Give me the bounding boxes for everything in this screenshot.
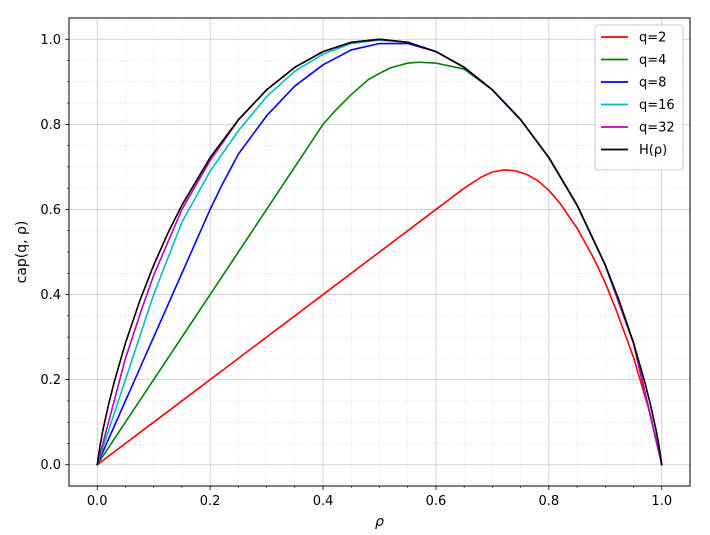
legend-label-4: q=32: [639, 121, 675, 136]
legend: q=2 q=4 q=8 q=16 q=32 H(ρ): [594, 24, 684, 171]
legend-label-3: q=16: [639, 98, 675, 113]
x-tick-label: 0.6: [426, 494, 447, 509]
legend-label-1: q=4: [639, 53, 666, 68]
series-layer: [96, 38, 663, 466]
x-tick-label: 0.4: [313, 494, 334, 509]
y-tick-label: 0.6: [40, 203, 61, 218]
legend-label-0: q=2: [639, 31, 666, 46]
x-axis-label: ρ: [375, 514, 384, 530]
legend-label-5: H(ρ): [639, 143, 667, 158]
legend-label-2: q=8: [639, 76, 666, 91]
y-tick-label: 0.2: [40, 373, 61, 388]
series-line-0: [96, 169, 663, 466]
x-tick-label: 0.8: [539, 494, 560, 509]
axis-ticks: [65, 38, 663, 490]
y-axis-label: cap(q, ρ): [14, 221, 30, 284]
series-line-5: [96, 38, 663, 466]
y-tick-label: 1.0: [40, 33, 61, 48]
x-tick-label: 1.0: [651, 494, 672, 509]
legend-box: [594, 24, 684, 171]
y-tick-label: 0.0: [40, 458, 61, 473]
y-tick-label: 0.8: [40, 118, 61, 133]
axis-tick-labels: 0.0 0.2 0.4 0.6 0.8 1.0 0.0 0.2 0.4 0.6 0.8 1.0: [40, 33, 672, 509]
x-tick-label: 0.0: [87, 494, 108, 509]
x-tick-label: 0.2: [200, 494, 221, 509]
y-tick-label: 0.4: [40, 288, 61, 303]
